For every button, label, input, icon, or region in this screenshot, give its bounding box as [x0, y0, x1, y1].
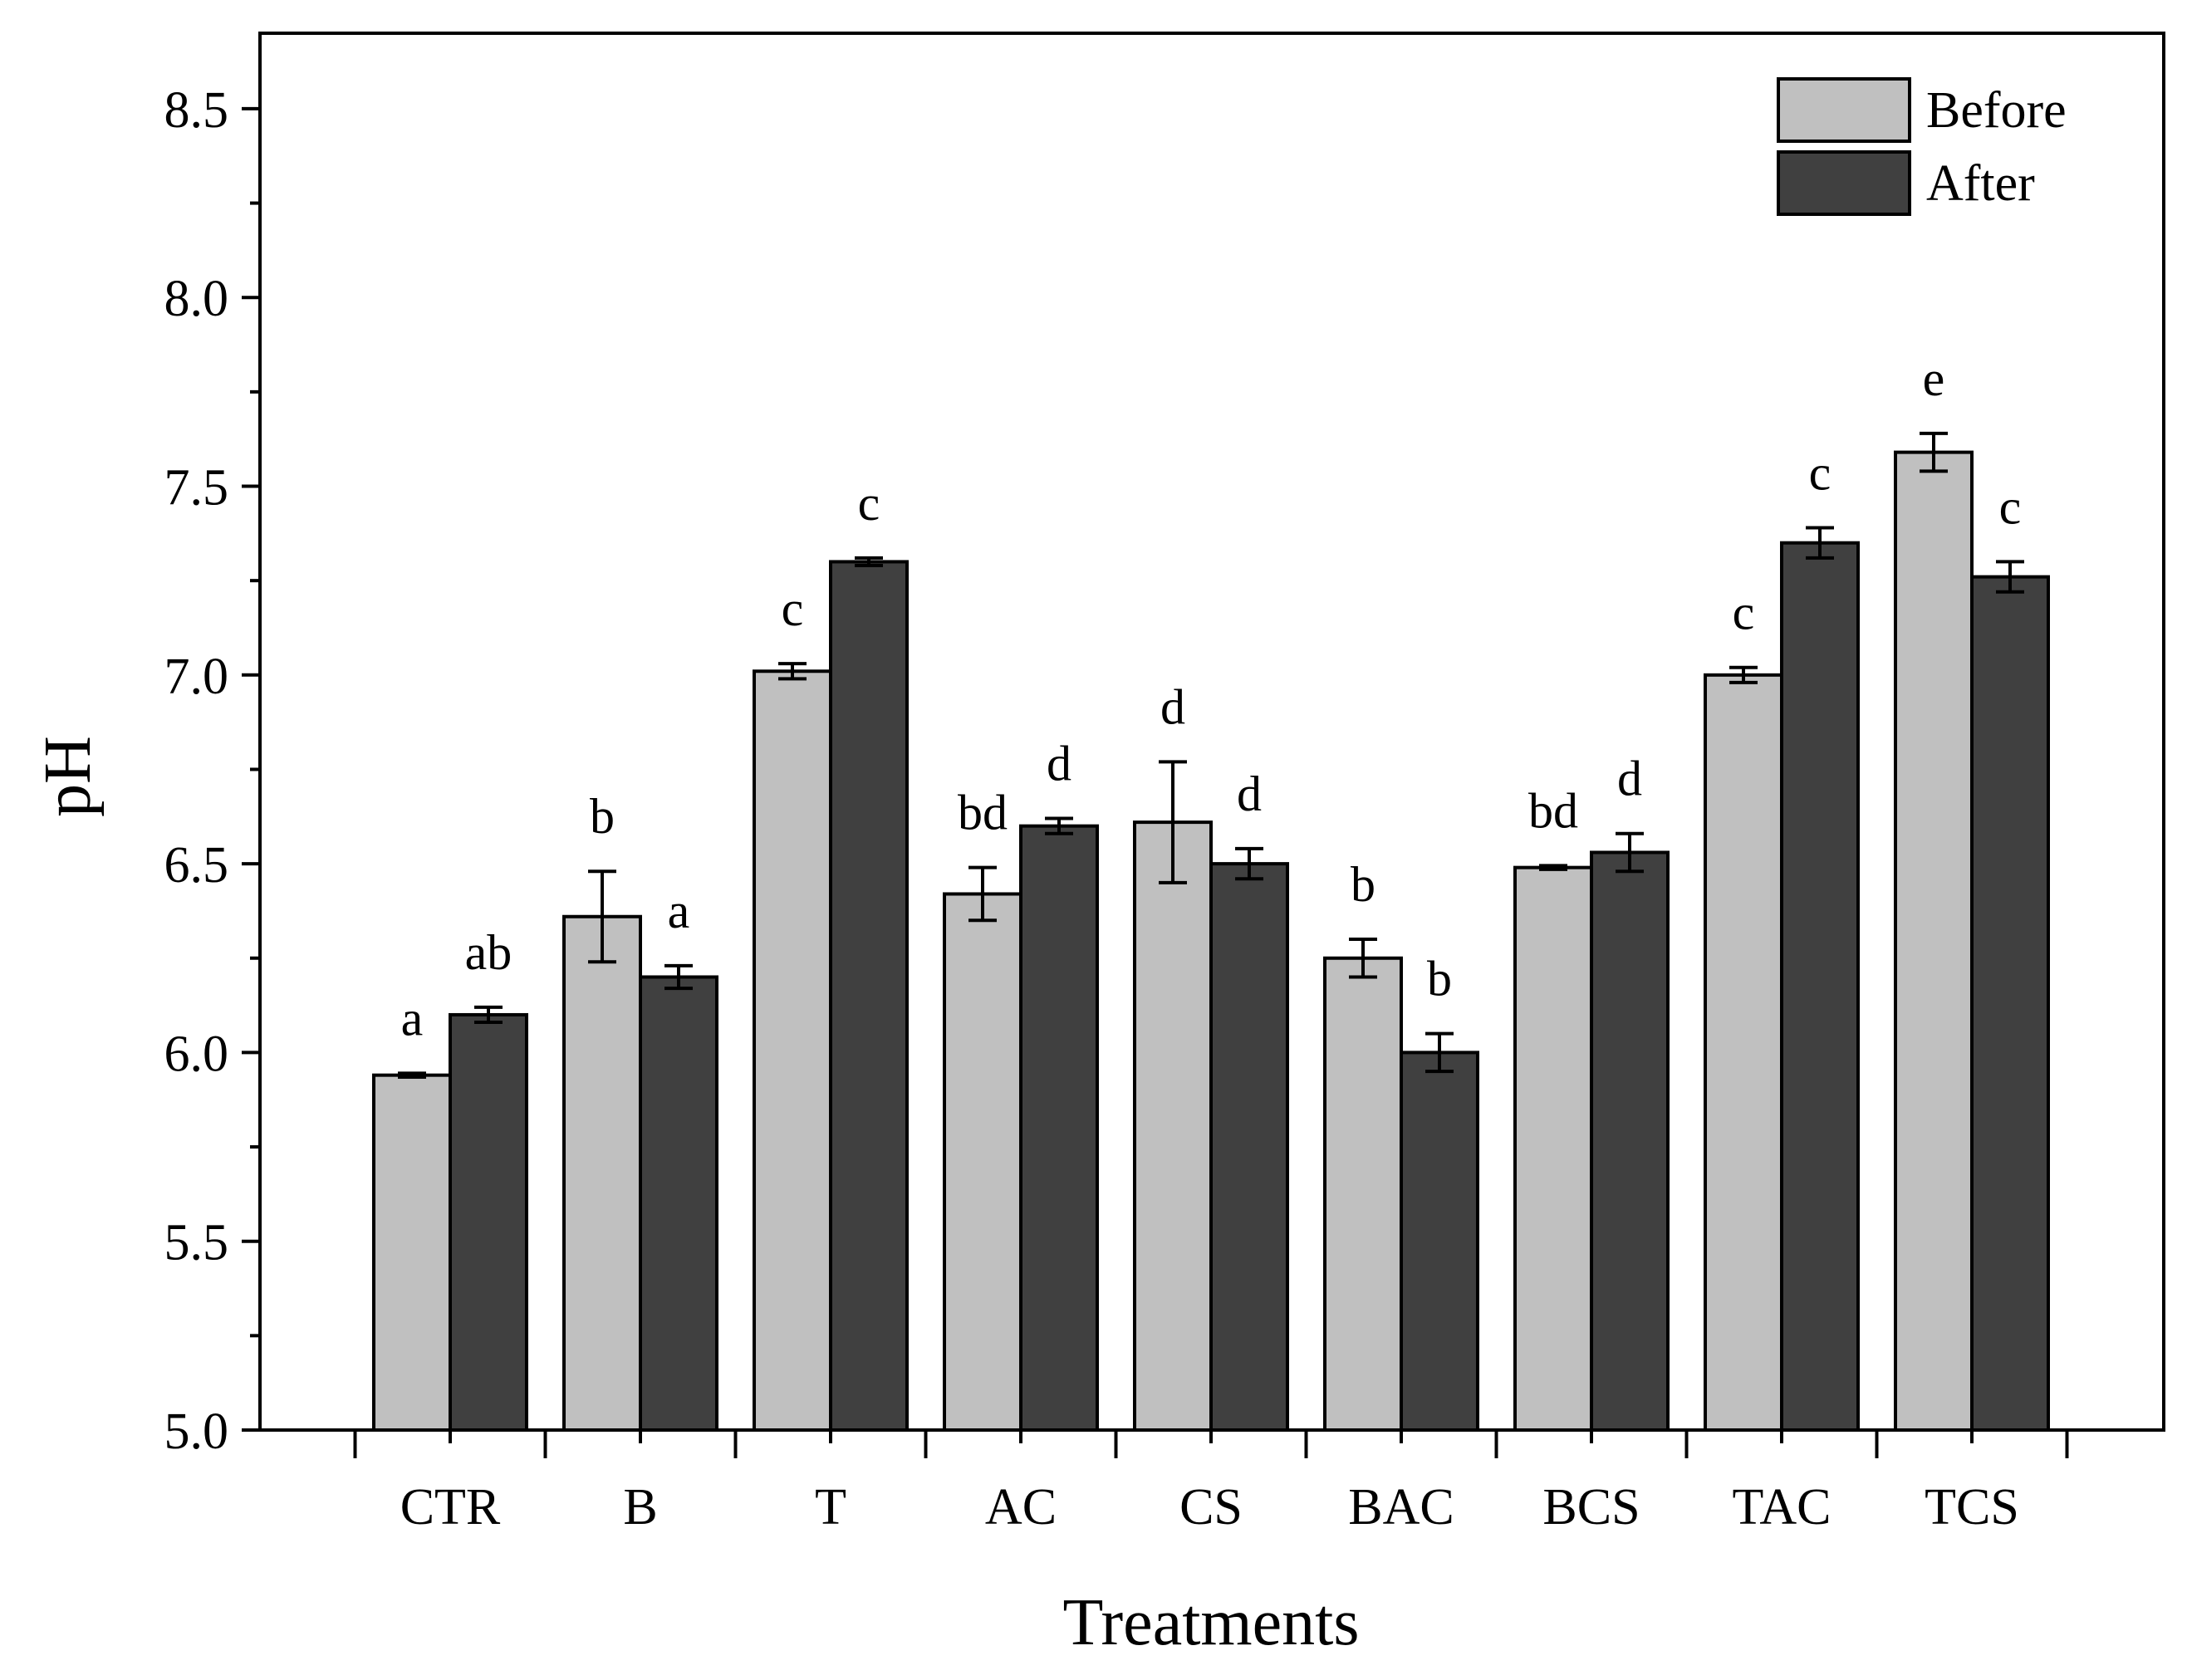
- significance-letter: b: [1351, 857, 1375, 912]
- y-axis: 5.0 5.5 6.0 6.5 7.0 7.5 8.0 8.5: [164, 82, 260, 1460]
- error-bar: [588, 869, 616, 964]
- significance-letter: e: [1923, 351, 1945, 406]
- error-bar: [1349, 938, 1377, 979]
- error-bar: [968, 865, 997, 923]
- bar-after: [449, 1012, 528, 1432]
- error-bar: [398, 1071, 426, 1079]
- significance-letter: a: [401, 991, 424, 1046]
- error-bar: [474, 1005, 503, 1025]
- bars: [372, 450, 2050, 1433]
- y-axis-title: pH: [32, 736, 105, 817]
- bar-after: [1780, 541, 1860, 1432]
- y-tick-label: 5.5: [164, 1215, 229, 1271]
- error-bar: [778, 662, 807, 681]
- error-bar: [664, 963, 693, 991]
- bar-after: [1590, 850, 1670, 1432]
- legend-label: After: [1926, 155, 2035, 212]
- x-category-label: B: [623, 1479, 657, 1536]
- bar-before: [753, 669, 832, 1432]
- significance-letter: ab: [465, 925, 512, 980]
- error-bar: [1539, 864, 1567, 871]
- x-category-label: BAC: [1348, 1479, 1454, 1536]
- x-category-label: CTR: [400, 1479, 501, 1536]
- y-tick-label: 6.0: [164, 1026, 229, 1082]
- bar-before: [943, 892, 1022, 1433]
- significance-letter: d: [1160, 679, 1185, 734]
- y-tick-label: 7.5: [164, 460, 229, 517]
- significance-letter: d: [1237, 767, 1262, 821]
- x-category-label: TAC: [1732, 1479, 1831, 1536]
- bar-before: [1133, 820, 1213, 1432]
- bar-after: [639, 975, 718, 1432]
- x-category-label: BCS: [1542, 1479, 1640, 1536]
- bar-before: [562, 914, 642, 1432]
- error-bar: [1806, 526, 1834, 560]
- error-bar: [1729, 665, 1758, 684]
- significance-letter: d: [1047, 737, 1071, 791]
- bar-before: [1894, 450, 1974, 1432]
- significance-letter: b: [590, 789, 615, 844]
- error-bar: [1045, 816, 1073, 835]
- bar-before: [372, 1073, 452, 1432]
- significance-letter: bd: [1528, 783, 1578, 838]
- y-tick-label: 7.0: [164, 649, 229, 705]
- significance-letter: c: [1809, 446, 1831, 501]
- error-bar: [855, 556, 883, 567]
- legend-label: Before: [1926, 82, 2067, 139]
- significance-letter: c: [782, 581, 804, 636]
- bar-before: [1323, 956, 1403, 1432]
- x-category-label: AC: [985, 1479, 1057, 1536]
- legend-swatch-after: [1777, 150, 1911, 216]
- y-tick-label: 8.0: [164, 271, 229, 327]
- bar-after: [1209, 862, 1289, 1433]
- significance-letter: bd: [958, 786, 1008, 840]
- y-tick-label: 6.5: [164, 837, 229, 894]
- significance-letter: c: [1999, 479, 2022, 534]
- error-bar: [1235, 846, 1263, 881]
- error-bar: [1920, 431, 1948, 473]
- error-bar: [1159, 760, 1187, 884]
- y-tick-label: 8.5: [164, 82, 229, 139]
- x-category-label: TCS: [1925, 1479, 2019, 1536]
- x-category-label: CS: [1179, 1479, 1243, 1536]
- error-bars: [398, 431, 2024, 1079]
- significance-letter: d: [1617, 752, 1642, 806]
- significance-letter: a: [668, 884, 690, 938]
- significance-letter: c: [1733, 585, 1755, 640]
- legend: Before After: [1777, 77, 2067, 216]
- x-axis-title: Treatments: [1062, 1586, 1359, 1659]
- significance-letter: b: [1427, 952, 1452, 1007]
- x-category-label: T: [815, 1479, 846, 1536]
- error-bar: [1425, 1031, 1454, 1074]
- bar-after: [829, 560, 909, 1433]
- bar-before: [1704, 673, 1783, 1432]
- error-bar: [1996, 560, 2024, 594]
- x-axis: CTR B T AC CS BAC BCS TAC TCS: [353, 1430, 2069, 1536]
- y-tick-label: 5.0: [164, 1403, 229, 1460]
- bar-before: [1513, 865, 1593, 1432]
- error-bar: [1616, 831, 1644, 874]
- bar-after: [1400, 1051, 1479, 1432]
- bar-after: [1970, 575, 2050, 1432]
- legend-swatch-before: [1777, 77, 1911, 143]
- bar-after: [1019, 824, 1099, 1432]
- significance-letter: c: [858, 476, 880, 531]
